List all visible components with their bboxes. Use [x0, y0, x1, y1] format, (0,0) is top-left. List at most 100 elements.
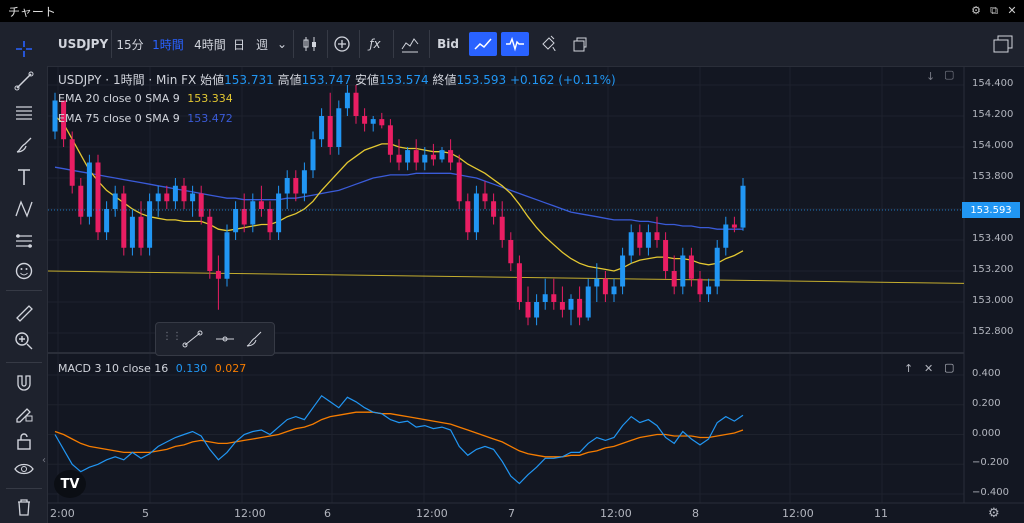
- ema20-legend[interactable]: EMA 20 close 0 SMA 9 153.334: [58, 92, 233, 105]
- popout-icon[interactable]: ⧉: [990, 4, 998, 17]
- add-compare-icon[interactable]: [329, 32, 355, 56]
- chart-line-icon[interactable]: [469, 32, 497, 56]
- candle: [301, 162, 307, 202]
- candle: [181, 178, 187, 209]
- emoji-icon[interactable]: [8, 258, 40, 284]
- lock-icon[interactable]: [8, 428, 40, 454]
- eye-icon[interactable]: [8, 456, 40, 482]
- candle: [645, 224, 651, 256]
- drawing-toolbar: [0, 22, 48, 523]
- pane-up-icon[interactable]: ↑: [904, 362, 914, 375]
- indicator-wave-icon[interactable]: [501, 32, 529, 56]
- candle-body: [138, 216, 144, 248]
- candle-body: [52, 100, 58, 132]
- candle: [516, 255, 522, 310]
- candle-body: [723, 224, 729, 248]
- candle-body: [577, 298, 583, 318]
- main-legend: USDJPY · 1時間 · Min FX 始値153.731 高値153.74…: [58, 73, 616, 87]
- candle: [723, 216, 729, 256]
- price-tick-label: 153.800: [972, 171, 1014, 182]
- interval-dropdown-chevron-icon[interactable]: ⌄: [276, 37, 288, 51]
- layout-icon[interactable]: [989, 32, 1017, 56]
- drag-handle-icon[interactable]: ⋮⋮: [162, 331, 182, 342]
- lock-drawings-icon[interactable]: [8, 400, 40, 426]
- paint-bucket-icon[interactable]: [535, 32, 561, 56]
- trash-icon[interactable]: [8, 494, 40, 520]
- candle-body: [413, 150, 419, 163]
- indicators-fx-icon[interactable]: ƒx: [369, 37, 381, 51]
- tradingview-logo: TV: [54, 470, 86, 498]
- horizontal-lines-icon[interactable]: [8, 100, 40, 126]
- pane-maximize-icon[interactable]: ▢: [944, 68, 955, 81]
- candle-body: [224, 232, 230, 279]
- collapse-toolbar-icon[interactable]: ‹: [42, 455, 46, 466]
- prediction-icon[interactable]: [8, 228, 40, 254]
- horizontal-ray-icon[interactable]: [214, 329, 236, 349]
- candle-type-icon[interactable]: [297, 32, 323, 56]
- price-tick-label: 154.000: [972, 140, 1014, 151]
- settings-icon[interactable]: ⚙: [971, 4, 981, 17]
- interval-1h[interactable]: 1時間: [152, 37, 184, 52]
- interval-day[interactable]: 日: [232, 37, 245, 52]
- candle-body: [112, 193, 118, 209]
- candle: [731, 216, 737, 233]
- candle-body: [344, 92, 350, 109]
- macd-line: [54, 394, 744, 485]
- crosshair-icon[interactable]: [8, 36, 40, 62]
- interval-15m[interactable]: 15分: [116, 37, 144, 52]
- ruler-icon[interactable]: [8, 300, 40, 326]
- candle: [121, 185, 127, 256]
- brush-icon[interactable]: [8, 132, 40, 158]
- candle: [551, 278, 557, 310]
- close-icon[interactable]: ✕: [1007, 4, 1017, 17]
- candle-body: [129, 216, 135, 248]
- low-value: 153.574: [379, 73, 429, 87]
- candle: [86, 154, 92, 225]
- low-label: 安値: [355, 73, 380, 87]
- candle-body: [508, 240, 514, 264]
- trend-line-tool-icon[interactable]: [182, 329, 204, 349]
- copy-window-icon[interactable]: [567, 32, 593, 56]
- candle: [620, 247, 626, 295]
- axis-settings-icon[interactable]: ⚙: [988, 506, 1000, 521]
- trend-line-icon[interactable]: [8, 68, 40, 94]
- pattern-icon[interactable]: [8, 196, 40, 222]
- candle: [465, 193, 471, 240]
- candle: [370, 116, 376, 132]
- candle: [164, 185, 170, 209]
- zoom-in-icon[interactable]: [8, 328, 40, 354]
- price-source-button[interactable]: Bid: [437, 37, 459, 51]
- candle-body: [688, 255, 694, 279]
- candle: [233, 201, 239, 240]
- candle: [568, 294, 574, 326]
- candle: [319, 108, 325, 147]
- candle-body: [370, 119, 376, 124]
- candle: [155, 185, 161, 217]
- ema75-legend[interactable]: EMA 75 close 0 SMA 9 153.472: [58, 112, 233, 125]
- symbol-search[interactable]: USDJPY: [57, 37, 109, 51]
- time-tick-label: 5: [142, 507, 149, 520]
- magnet-icon[interactable]: [8, 370, 40, 396]
- candle: [336, 100, 342, 155]
- pane-arrow-down-icon[interactable]: ↓: [926, 70, 936, 83]
- candle-body: [714, 247, 720, 287]
- macd-tick-label: 0.200: [972, 397, 1001, 409]
- candle: [585, 278, 591, 321]
- interval-4h[interactable]: 4時間: [194, 37, 226, 52]
- pane-close-icon[interactable]: ✕: [924, 362, 934, 375]
- candle: [473, 185, 479, 240]
- horizontal-level-line: [47, 270, 965, 284]
- templates-icon[interactable]: [397, 32, 423, 56]
- pane-maximize-macd-icon[interactable]: ▢: [944, 361, 955, 374]
- candle: [267, 201, 273, 240]
- macd-value: 0.130: [175, 362, 208, 375]
- interval-week[interactable]: 週: [255, 37, 268, 52]
- candle-body: [706, 286, 712, 295]
- candle: [104, 201, 110, 240]
- candle-body: [241, 209, 247, 225]
- brush-tool-icon[interactable]: [244, 329, 268, 349]
- macd-legend[interactable]: MACD 3 10 close 16 0.130 0.027: [58, 362, 246, 375]
- text-icon[interactable]: [8, 164, 40, 190]
- candle: [293, 170, 299, 202]
